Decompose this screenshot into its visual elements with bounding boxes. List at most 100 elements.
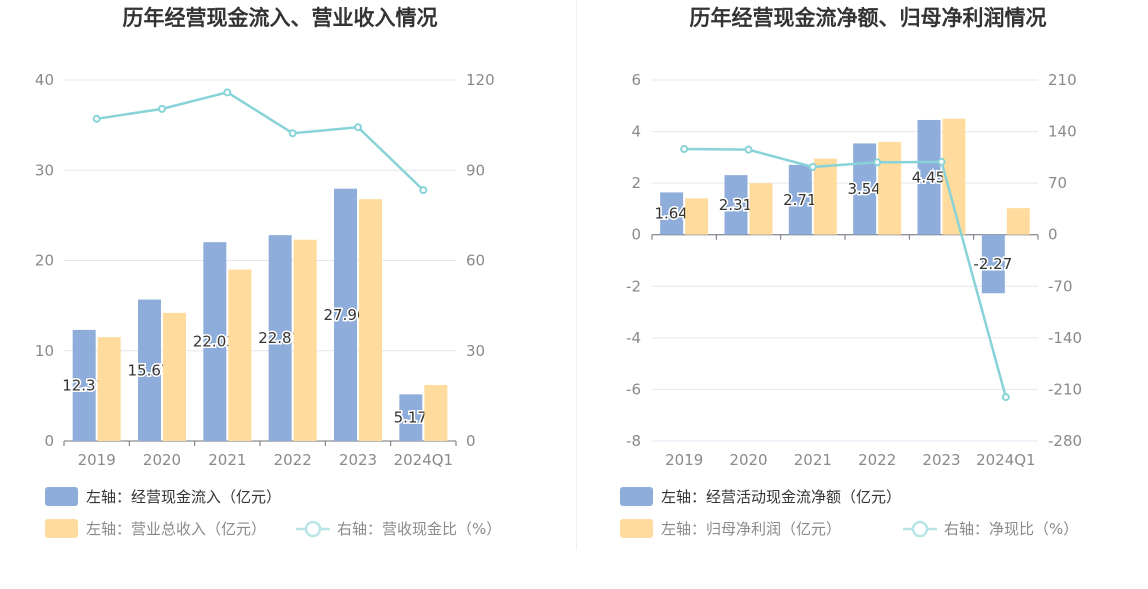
legend-line-marker xyxy=(911,520,929,538)
ratio-point xyxy=(1001,393,1010,402)
ratio-point xyxy=(808,163,817,172)
primary-bar xyxy=(917,119,941,235)
ratio-point xyxy=(744,145,753,154)
legend-swatch-primary-bar xyxy=(45,487,78,506)
ratio-point xyxy=(354,123,362,132)
left-axis-tick-label: 0 xyxy=(44,432,54,450)
right-axis-tick-label: 120 xyxy=(466,71,495,89)
bar-data-label: 22.03 xyxy=(193,333,236,351)
legend-line-marker xyxy=(304,520,322,538)
bar-data-label: 2.71 xyxy=(783,191,816,209)
ratio-line xyxy=(684,147,1008,398)
right-axis-tick-label: 30 xyxy=(466,342,485,360)
primary-bar xyxy=(853,143,877,235)
left-axis-tick-label: -4 xyxy=(626,329,641,347)
right-axis-tick-label: 70 xyxy=(1048,174,1067,192)
ratio-line xyxy=(96,90,425,192)
secondary-bar xyxy=(97,337,121,441)
legend-label-secondary-bar: 左轴：归母净利润（亿元） xyxy=(661,520,841,538)
chart-left-svg: 历年经营现金流入、营业收入情况 0 10 20 30 40 0 30 60 90 120 2019 20… xyxy=(35,6,501,538)
x-axis-category-label: 2021 xyxy=(208,451,246,469)
chart-panel-left: 历年经营现金流入、营业收入情况 0 10 20 30 40 0 30 60 90 120 2019 20… xyxy=(35,6,501,538)
secondary-bar xyxy=(359,199,382,441)
primary-bar xyxy=(981,234,1005,294)
right-axis-tick-label: 0 xyxy=(1048,226,1058,244)
right-axis-tick-label: -140 xyxy=(1048,329,1082,347)
bar-data-label: 2.31 xyxy=(719,196,752,214)
right-axis-tick-label: 90 xyxy=(466,161,485,179)
bar-data-label: 4.45 xyxy=(912,168,945,186)
ratio-point xyxy=(288,129,297,138)
bar-data-label: 1.64 xyxy=(654,205,687,223)
secondary-bar xyxy=(685,198,709,235)
secondary-bar xyxy=(942,118,966,235)
left-axis-tick-label: 20 xyxy=(35,252,54,270)
x-axis-category-label: 2020 xyxy=(143,451,181,469)
secondary-bar xyxy=(1006,208,1030,235)
left-axis-tick-label: -2 xyxy=(626,277,641,295)
primary-bar xyxy=(724,175,748,235)
left-axis-tick-label: 4 xyxy=(631,123,641,141)
ratio-point xyxy=(158,104,166,113)
left-axis-tick-label: 40 xyxy=(35,71,54,89)
x-axis-category-label: 2024Q1 xyxy=(394,451,454,469)
ratio-point xyxy=(680,145,689,154)
right-axis-tick-label: 140 xyxy=(1048,123,1077,141)
left-axis-tick-label: 2 xyxy=(631,174,641,192)
chart-panel-right: 历年经营现金流净额、归母净利润情况 -8 -6 -4 -2 0 2 4 6 -280 -210 -14… xyxy=(575,0,1148,589)
legend-label-primary-bar: 左轴：经营现金流入（亿元） xyxy=(86,488,281,506)
primary-bar xyxy=(203,242,227,441)
right-axis-tick-label: -280 xyxy=(1048,432,1082,450)
secondary-bar xyxy=(163,312,186,441)
secondary-bar xyxy=(228,269,252,441)
x-axis-category-label: 2022 xyxy=(274,451,312,469)
bar-data-label: 12.31 xyxy=(62,376,105,394)
x-axis-category-label: 2019 xyxy=(78,451,116,469)
x-axis-category-label: 2023 xyxy=(339,451,377,469)
bar-data-label: 5.17 xyxy=(394,409,427,427)
ratio-point xyxy=(223,88,232,97)
bar-data-label: 15.67 xyxy=(128,361,171,379)
primary-bar xyxy=(788,164,812,235)
right-axis-tick-label: 0 xyxy=(466,432,476,450)
legend-swatch-primary-bar xyxy=(620,487,653,506)
x-axis-category-label: 2020 xyxy=(729,451,767,469)
chart-right-svg: 历年经营现金流净额、归母净利润情况 -8 -6 -4 -2 0 2 4 6 -280 -210 -14… xyxy=(620,6,1082,538)
right-axis-tick-label: -70 xyxy=(1048,277,1073,295)
secondary-bar xyxy=(424,385,448,441)
left-axis-tick-label: -6 xyxy=(626,380,641,398)
ratio-point xyxy=(937,157,946,166)
secondary-bar xyxy=(878,141,902,235)
x-axis-category-label: 2022 xyxy=(858,451,896,469)
legend-label-ratio-line: 右轴：营收现金比（%） xyxy=(337,520,501,538)
primary-bar xyxy=(268,235,292,441)
bar-data-label: 22.81 xyxy=(258,329,301,347)
x-axis-category-label: 2023 xyxy=(922,451,960,469)
legend-label-secondary-bar: 左轴：营业总收入（亿元） xyxy=(86,520,266,538)
primary-bar xyxy=(138,299,161,441)
legend-swatch-secondary-bar xyxy=(45,519,78,538)
right-axis-tick-label: -210 xyxy=(1048,380,1082,398)
legend-swatch-secondary-bar xyxy=(620,519,653,538)
secondary-bar xyxy=(293,239,317,441)
secondary-bar xyxy=(749,183,773,235)
x-axis-category-label: 2021 xyxy=(794,451,832,469)
left-axis-tick-label: 0 xyxy=(631,226,641,244)
primary-bar xyxy=(660,192,684,235)
left-axis-tick-label: -8 xyxy=(626,432,641,450)
legend-label-primary-bar: 左轴：经营活动现金流净额（亿元） xyxy=(661,488,901,506)
legend-label-ratio-line: 右轴：净现比（%） xyxy=(944,520,1078,538)
left-axis-tick-label: 10 xyxy=(35,342,54,360)
right-axis-tick-label: 60 xyxy=(466,252,485,270)
left-axis-tick-label: 6 xyxy=(631,71,641,89)
bar-data-label: 27.96 xyxy=(324,306,367,324)
secondary-bar xyxy=(813,158,837,235)
right-axis-tick-label: 210 xyxy=(1048,71,1077,89)
x-axis-category-label: 2019 xyxy=(665,451,703,469)
chart-title: 历年经营现金流净额、归母净利润情况 xyxy=(690,6,1047,30)
ratio-point xyxy=(873,158,882,167)
x-axis-category-label: 2024Q1 xyxy=(976,451,1036,469)
left-axis-tick-label: 30 xyxy=(35,161,54,179)
bar-data-label: -2.27 xyxy=(973,255,1012,273)
primary-bar xyxy=(72,329,96,441)
